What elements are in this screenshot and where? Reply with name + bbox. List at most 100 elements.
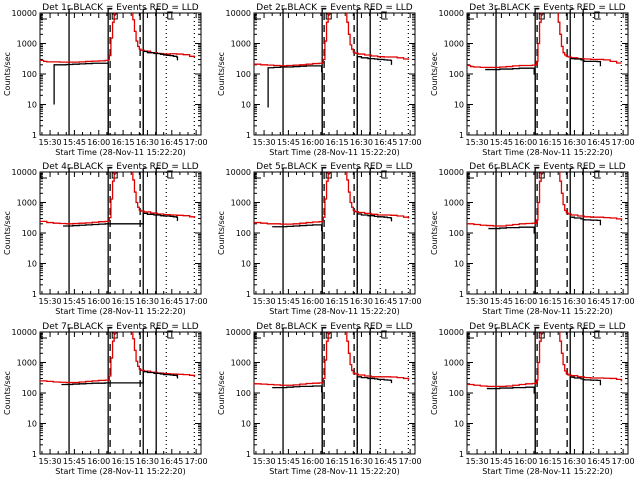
x-tick-label: 16:30 — [136, 457, 159, 466]
series-line-events — [485, 57, 602, 135]
series-line-events — [53, 50, 179, 135]
x-tick-label: 16:00 — [87, 457, 110, 466]
bracket-mark — [381, 11, 388, 20]
x-tick-label: 16:45 — [160, 138, 183, 147]
x-tick-label: 16:45 — [160, 297, 183, 306]
x-tick-label: 16:15 — [112, 297, 135, 306]
detector-panel-4: 1 10 100 1000 10000 15:30 15:45 16:00 16:15 16:30… — [3, 162, 208, 316]
bracket-mark — [594, 330, 601, 339]
y-tick-label: 10000 — [226, 328, 251, 337]
detector-panel-5: 1 10 100 1000 10000 15:30 15:45 16:00 16:15 16:30… — [217, 162, 422, 316]
x-tick-label: 16:15 — [326, 457, 349, 466]
bracket-mark — [167, 170, 174, 179]
plot-frame — [39, 171, 202, 295]
x-tick-label: 15:30 — [466, 457, 489, 466]
x-tick-label: 16:15 — [539, 138, 562, 147]
plot-frame — [466, 171, 629, 295]
series-line-events — [63, 212, 179, 227]
x-tick-label: 16:15 — [326, 297, 349, 306]
x-tick-label: 16:30 — [563, 457, 586, 466]
plot-frame — [253, 12, 416, 136]
x-axis-title: Start Time (28-Nov-11 15:22:20) — [269, 307, 399, 316]
y-tick-label: 1 — [246, 131, 251, 140]
x-axis-title: Start Time (28-Nov-11 15:22:20) — [482, 307, 612, 316]
y-axis-title: Counts/sec — [217, 371, 226, 415]
y-axis-title: Counts/sec — [217, 52, 226, 96]
y-tick-label: 100 — [236, 70, 251, 79]
series-group — [40, 172, 196, 227]
x-tick-label: 15:45 — [277, 138, 300, 147]
y-tick-label: 1000 — [231, 199, 251, 208]
y-tick-label: 10000 — [439, 328, 464, 337]
series-line-events — [486, 376, 602, 454]
y-tick-label: 10000 — [226, 9, 251, 18]
y-tick-label: 100 — [449, 389, 464, 398]
x-tick-label: 16:00 — [514, 457, 537, 466]
plot-frame — [253, 171, 416, 295]
x-tick-label: 16:15 — [326, 138, 349, 147]
series-line-lld — [467, 13, 622, 69]
detector-panel-2: 1 10 100 1000 10000 15:30 15:45 16:00 16:15 16:30… — [217, 3, 422, 157]
bracket-mark — [594, 170, 601, 179]
series-group — [254, 13, 410, 135]
series-line-lld — [40, 172, 196, 225]
y-tick-label: 1 — [459, 131, 464, 140]
y-axis-title: Counts/sec — [430, 52, 439, 96]
y-axis-title: Counts/sec — [3, 52, 12, 96]
series-line-events — [61, 371, 179, 386]
x-tick-label: 17:00 — [185, 457, 208, 466]
y-tick-label: 10000 — [12, 328, 37, 337]
x-axis-title: Start Time (28-Nov-11 15:22:20) — [55, 148, 185, 157]
y-tick-label: 1 — [246, 290, 251, 299]
bracket-mark — [167, 11, 174, 20]
y-axis-title: Counts/sec — [430, 371, 439, 415]
series-group — [254, 332, 410, 454]
x-tick-label: 16:00 — [301, 457, 324, 466]
x-tick-label: 17:00 — [612, 297, 635, 306]
x-axis-title: Start Time (28-Nov-11 15:22:20) — [269, 148, 399, 157]
y-tick-label: 1000 — [444, 359, 464, 368]
y-tick-label: 1 — [32, 450, 37, 459]
y-tick-label: 1000 — [17, 40, 37, 49]
bracket-mark — [594, 11, 601, 20]
bracket-mark — [40, 14, 47, 20]
x-tick-label: 15:45 — [490, 138, 513, 147]
y-tick-label: 10000 — [439, 9, 464, 18]
x-tick-label: 15:45 — [63, 297, 86, 306]
x-tick-label: 15:30 — [39, 297, 62, 306]
y-tick-label: 100 — [236, 389, 251, 398]
x-tick-label: 15:45 — [490, 457, 513, 466]
plot-frame — [466, 12, 629, 136]
y-tick-label: 1 — [32, 131, 37, 140]
y-axis-title: Counts/sec — [3, 211, 12, 255]
bracket-mark — [40, 173, 47, 179]
y-tick-label: 1000 — [444, 40, 464, 49]
y-tick-label: 100 — [449, 70, 464, 79]
x-tick-label: 16:30 — [350, 138, 373, 147]
y-tick-label: 100 — [22, 389, 37, 398]
y-tick-label: 1 — [459, 450, 464, 459]
x-tick-label: 16:30 — [563, 297, 586, 306]
series-line-lld — [467, 172, 623, 227]
x-tick-label: 16:15 — [539, 457, 562, 466]
x-tick-label: 16:00 — [87, 138, 110, 147]
x-tick-label: 16:45 — [374, 297, 397, 306]
x-tick-label: 17:00 — [612, 138, 635, 147]
x-tick-label: 16:30 — [136, 138, 159, 147]
x-tick-label: 17:00 — [399, 138, 422, 147]
x-tick-label: 16:30 — [136, 297, 159, 306]
panel-title: Det 3r BLACK = Events RED = LLD — [469, 3, 625, 13]
x-tick-label: 15:30 — [39, 457, 62, 466]
x-tick-label: 16:30 — [350, 457, 373, 466]
x-tick-label: 16:45 — [587, 457, 610, 466]
detector-panel-7: 1 10 100 1000 10000 15:30 15:45 16:00 16:15 16:30… — [3, 322, 208, 476]
x-tick-label: 16:45 — [587, 138, 610, 147]
panel-title: Det 9r BLACK = Events RED = LLD — [469, 322, 625, 332]
panel-title: Det 2r BLACK = Events RED = LLD — [256, 3, 412, 13]
series-group — [467, 172, 623, 294]
x-tick-label: 15:45 — [277, 297, 300, 306]
series-group — [40, 13, 196, 135]
panel-title: Det 5r BLACK = Events RED = LLD — [256, 162, 412, 172]
y-tick-label: 1000 — [17, 359, 37, 368]
detector-panel-1: 1 10 100 1000 10000 15:30 15:45 16:00 16:15 16:30… — [3, 3, 208, 157]
